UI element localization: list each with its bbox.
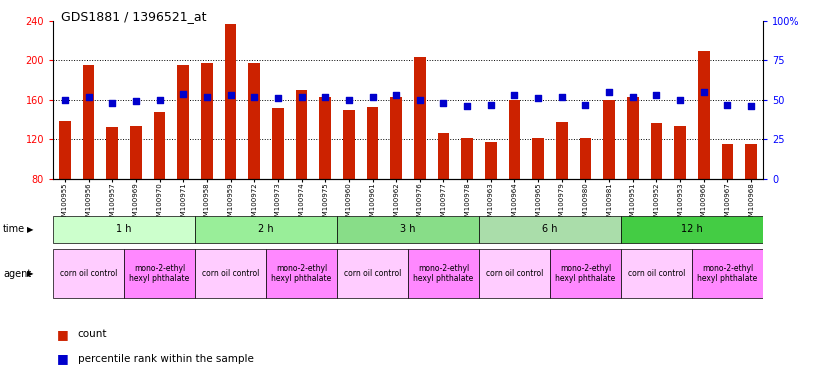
Bar — [721, 144, 734, 179]
Point — [176, 91, 189, 97]
Text: 6 h: 6 h — [543, 224, 557, 235]
Point — [319, 94, 332, 100]
Bar — [390, 97, 402, 179]
Point — [295, 94, 308, 100]
Text: GDS1881 / 1396521_at: GDS1881 / 1396521_at — [61, 10, 206, 23]
Point — [673, 97, 686, 103]
Point — [366, 94, 379, 100]
Text: corn oil control: corn oil control — [344, 269, 401, 278]
Bar — [106, 127, 118, 179]
Text: ■: ■ — [57, 353, 69, 366]
Bar — [53, 216, 195, 243]
Point — [650, 92, 663, 98]
Bar — [603, 100, 615, 179]
Text: mono-2-ethyl
hexyl phthalate: mono-2-ethyl hexyl phthalate — [130, 264, 189, 283]
Bar — [579, 138, 592, 179]
Bar — [621, 216, 763, 243]
Text: 1 h: 1 h — [117, 224, 131, 235]
Point — [532, 95, 545, 101]
Text: 12 h: 12 h — [681, 224, 703, 235]
Bar — [408, 249, 479, 298]
Bar — [337, 249, 408, 298]
Text: corn oil control: corn oil control — [202, 269, 259, 278]
Text: corn oil control: corn oil control — [486, 269, 543, 278]
Text: 2 h: 2 h — [258, 224, 274, 235]
Text: agent: agent — [3, 268, 32, 279]
Point — [390, 92, 403, 98]
Bar — [59, 121, 71, 179]
Point — [106, 100, 119, 106]
Bar — [627, 97, 639, 179]
Bar — [556, 122, 568, 179]
Point — [602, 89, 615, 95]
Point — [485, 101, 498, 108]
Bar — [319, 97, 331, 179]
Bar — [366, 107, 379, 179]
Text: mono-2-ethyl
hexyl phthalate: mono-2-ethyl hexyl phthalate — [698, 264, 757, 283]
Point — [82, 94, 95, 100]
Bar — [177, 65, 189, 179]
Bar — [153, 112, 166, 179]
Point — [414, 97, 427, 103]
Bar — [692, 249, 763, 298]
Point — [201, 94, 214, 100]
Bar — [698, 51, 710, 179]
Point — [697, 89, 710, 95]
Text: mono-2-ethyl
hexyl phthalate: mono-2-ethyl hexyl phthalate — [556, 264, 615, 283]
Bar — [337, 216, 479, 243]
Point — [508, 92, 521, 98]
Text: count: count — [78, 329, 107, 339]
Text: time: time — [3, 224, 25, 235]
Text: mono-2-ethyl
hexyl phthalate: mono-2-ethyl hexyl phthalate — [272, 264, 331, 283]
Bar — [532, 138, 544, 179]
Bar — [650, 124, 663, 179]
Bar — [550, 249, 621, 298]
Point — [153, 97, 166, 103]
Bar — [195, 249, 266, 298]
Text: 3 h: 3 h — [401, 224, 415, 235]
Bar — [53, 249, 124, 298]
Point — [248, 94, 261, 100]
Point — [579, 101, 592, 108]
Point — [627, 94, 640, 100]
Point — [224, 92, 237, 98]
Bar — [745, 144, 757, 179]
Point — [437, 100, 450, 106]
Bar — [266, 249, 337, 298]
Bar — [248, 63, 260, 179]
Bar — [461, 138, 473, 179]
Point — [744, 103, 757, 109]
Bar — [479, 216, 621, 243]
Bar — [508, 100, 521, 179]
Bar — [437, 133, 450, 179]
Point — [129, 98, 143, 104]
Bar — [195, 216, 337, 243]
Bar — [621, 249, 692, 298]
Bar — [124, 249, 195, 298]
Bar — [224, 24, 237, 179]
Point — [59, 97, 72, 103]
Text: ■: ■ — [57, 328, 69, 341]
Bar — [479, 249, 550, 298]
Point — [555, 94, 568, 100]
Bar — [201, 63, 213, 179]
Bar — [674, 126, 686, 179]
Text: ▶: ▶ — [27, 225, 33, 234]
Bar — [485, 142, 497, 179]
Point — [271, 95, 285, 101]
Text: corn oil control: corn oil control — [60, 269, 118, 278]
Bar — [414, 56, 426, 179]
Text: percentile rank within the sample: percentile rank within the sample — [78, 354, 254, 364]
Bar — [343, 110, 355, 179]
Bar — [272, 108, 284, 179]
Bar — [130, 126, 142, 179]
Point — [460, 103, 473, 109]
Bar — [295, 90, 308, 179]
Bar — [82, 65, 95, 179]
Text: ▶: ▶ — [27, 269, 33, 278]
Text: corn oil control: corn oil control — [628, 269, 685, 278]
Text: mono-2-ethyl
hexyl phthalate: mono-2-ethyl hexyl phthalate — [414, 264, 473, 283]
Point — [721, 101, 734, 108]
Point — [343, 97, 356, 103]
